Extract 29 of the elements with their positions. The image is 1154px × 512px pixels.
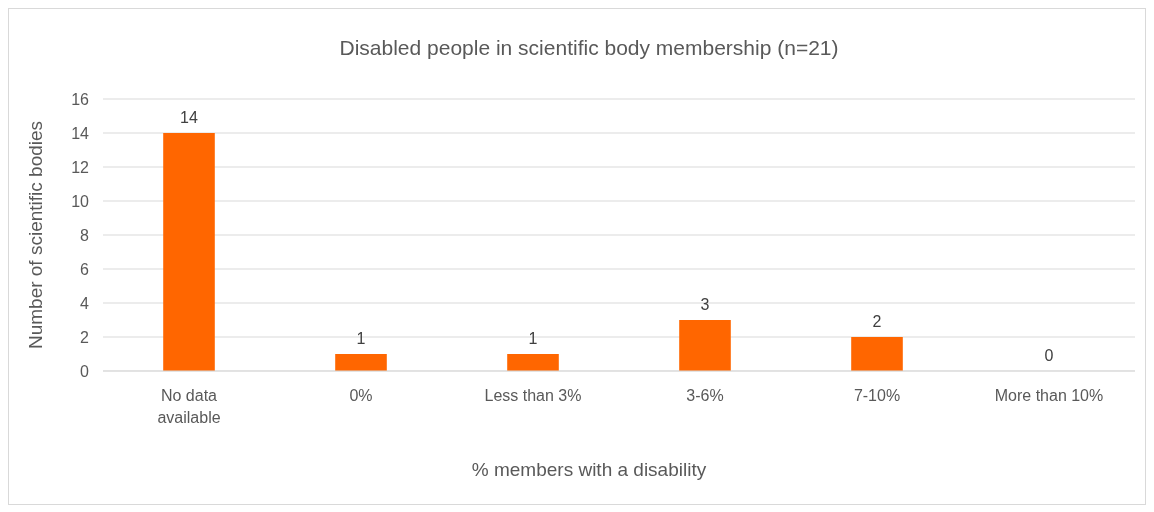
y-tick-label: 4 — [80, 294, 90, 312]
y-tick-label: 8 — [80, 226, 90, 244]
data-label: 3 — [700, 296, 710, 313]
data-label: 14 — [180, 109, 198, 126]
x-tick-label: 3-6% — [686, 387, 724, 404]
y-tick-label: 2 — [80, 328, 90, 346]
x-tick-label: No data available — [157, 387, 221, 426]
y-tick-label: 14 — [71, 124, 90, 142]
chart-title: Disabled people in scientific body membership (n=21) — [339, 36, 839, 59]
y-tick-label: 16 — [71, 90, 90, 108]
data-label: 2 — [872, 313, 882, 330]
bar — [507, 354, 559, 371]
x-tick-label: 0% — [349, 387, 373, 404]
x-tick-label: Less than 3% — [484, 387, 582, 404]
bar — [851, 337, 903, 371]
y-axis-title: Number of scientific bodies — [25, 120, 46, 350]
data-label: 1 — [356, 330, 366, 347]
bar — [335, 354, 387, 371]
bar — [163, 133, 215, 371]
bar — [679, 320, 731, 371]
x-tick-label: More than 10% — [994, 387, 1104, 404]
data-label: 1 — [528, 330, 538, 347]
y-tick-label: 0 — [80, 362, 90, 380]
data-label: 0 — [1044, 347, 1054, 364]
y-tick-label: 12 — [71, 158, 90, 176]
x-tick-label: 7-10% — [853, 387, 901, 404]
y-tick-label: 10 — [71, 192, 90, 210]
y-tick-label: 6 — [80, 260, 90, 278]
x-axis-title: % members with a disability — [471, 459, 707, 480]
